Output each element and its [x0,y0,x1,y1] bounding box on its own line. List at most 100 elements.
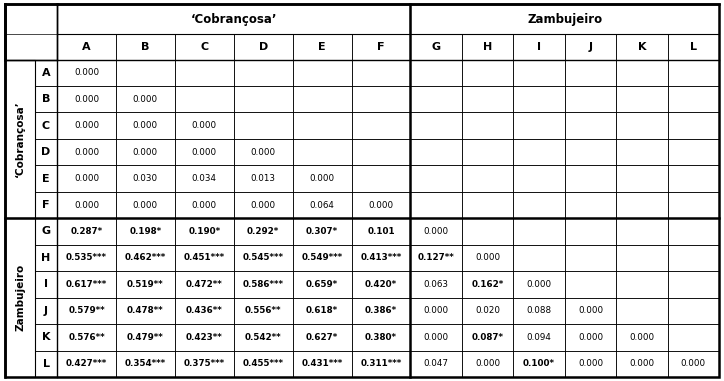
Bar [513,351,565,377]
Bar [116,298,174,324]
Text: 0.190*: 0.190* [188,227,220,236]
Bar [565,218,616,245]
Text: E: E [319,42,326,52]
Bar [565,324,616,351]
Text: 0.659*: 0.659* [306,280,338,289]
Bar [668,139,719,165]
Text: 0.617***: 0.617*** [66,280,107,289]
Bar [116,112,174,139]
Bar [462,165,513,192]
Bar [174,34,234,59]
Text: 0.479**: 0.479** [127,333,164,342]
Text: 0.436**: 0.436** [186,306,223,315]
Bar [411,271,462,298]
Text: 0.000: 0.000 [192,147,217,157]
Bar [174,59,234,86]
Text: 0.307*: 0.307* [306,227,338,236]
Text: 0.542**: 0.542** [245,333,282,342]
Bar [513,324,565,351]
Bar [565,165,616,192]
Bar [57,4,411,34]
Text: Zambujeiro: Zambujeiro [15,264,25,331]
Bar [35,245,57,271]
Text: 0.287*: 0.287* [70,227,103,236]
Text: ‘Cobrançosa’: ‘Cobrançosa’ [190,13,277,26]
Bar [462,351,513,377]
Text: 0.576**: 0.576** [68,333,105,342]
Bar [462,34,513,59]
Bar [57,165,116,192]
Text: 0.000: 0.000 [74,121,99,130]
Bar [57,192,116,218]
Bar [411,59,462,86]
Bar [234,165,292,192]
Text: I: I [537,42,541,52]
Bar [174,218,234,245]
Text: 0.292*: 0.292* [247,227,279,236]
Bar [57,324,116,351]
Text: I: I [44,279,48,290]
Text: 0.618*: 0.618* [306,306,338,315]
Text: 0.000: 0.000 [132,200,158,210]
Bar [116,218,174,245]
Text: A: A [82,42,90,52]
Text: 0.000: 0.000 [74,200,99,210]
Bar [116,351,174,377]
Text: 0.472**: 0.472** [186,280,223,289]
Bar [292,139,352,165]
Bar [411,165,462,192]
Text: 0.380*: 0.380* [365,333,397,342]
Bar [352,59,411,86]
Text: 0.451***: 0.451*** [184,253,225,263]
Bar [174,139,234,165]
Text: 0.627*: 0.627* [306,333,338,342]
Bar [668,192,719,218]
Bar [513,192,565,218]
Bar [565,112,616,139]
Text: 0.519**: 0.519** [127,280,164,289]
Bar [234,59,292,86]
Bar [116,34,174,59]
Bar [5,59,35,218]
Bar [174,351,234,377]
Bar [5,4,57,59]
Text: B: B [141,42,150,52]
Bar [116,59,174,86]
Text: 0.455***: 0.455*** [243,359,284,368]
Text: 0.030: 0.030 [132,174,158,183]
Text: 0.545***: 0.545*** [243,253,284,263]
Bar [57,245,116,271]
Bar [565,245,616,271]
Bar [352,298,411,324]
Bar [234,86,292,112]
Text: 0.127**: 0.127** [418,253,455,263]
Bar [292,218,352,245]
Bar [35,59,57,86]
Bar [616,165,668,192]
Bar [116,165,174,192]
Bar [668,351,719,377]
Bar [292,351,352,377]
Bar [174,112,234,139]
Bar [352,192,411,218]
Bar [234,298,292,324]
Text: 0.000: 0.000 [475,253,500,263]
Bar [292,112,352,139]
Text: G: G [432,42,441,52]
Bar [616,245,668,271]
Bar [565,351,616,377]
Bar [411,351,462,377]
Bar [616,59,668,86]
Text: 0.047: 0.047 [424,359,449,368]
Text: 0.000: 0.000 [132,121,158,130]
Bar [292,59,352,86]
Bar [513,245,565,271]
Text: Zambujeiro: Zambujeiro [527,13,602,26]
Bar [174,192,234,218]
Text: 0.311***: 0.311*** [361,359,402,368]
Text: 0.000: 0.000 [578,306,603,315]
Bar [513,86,565,112]
Text: H: H [41,253,51,263]
Bar [565,271,616,298]
Bar [411,192,462,218]
